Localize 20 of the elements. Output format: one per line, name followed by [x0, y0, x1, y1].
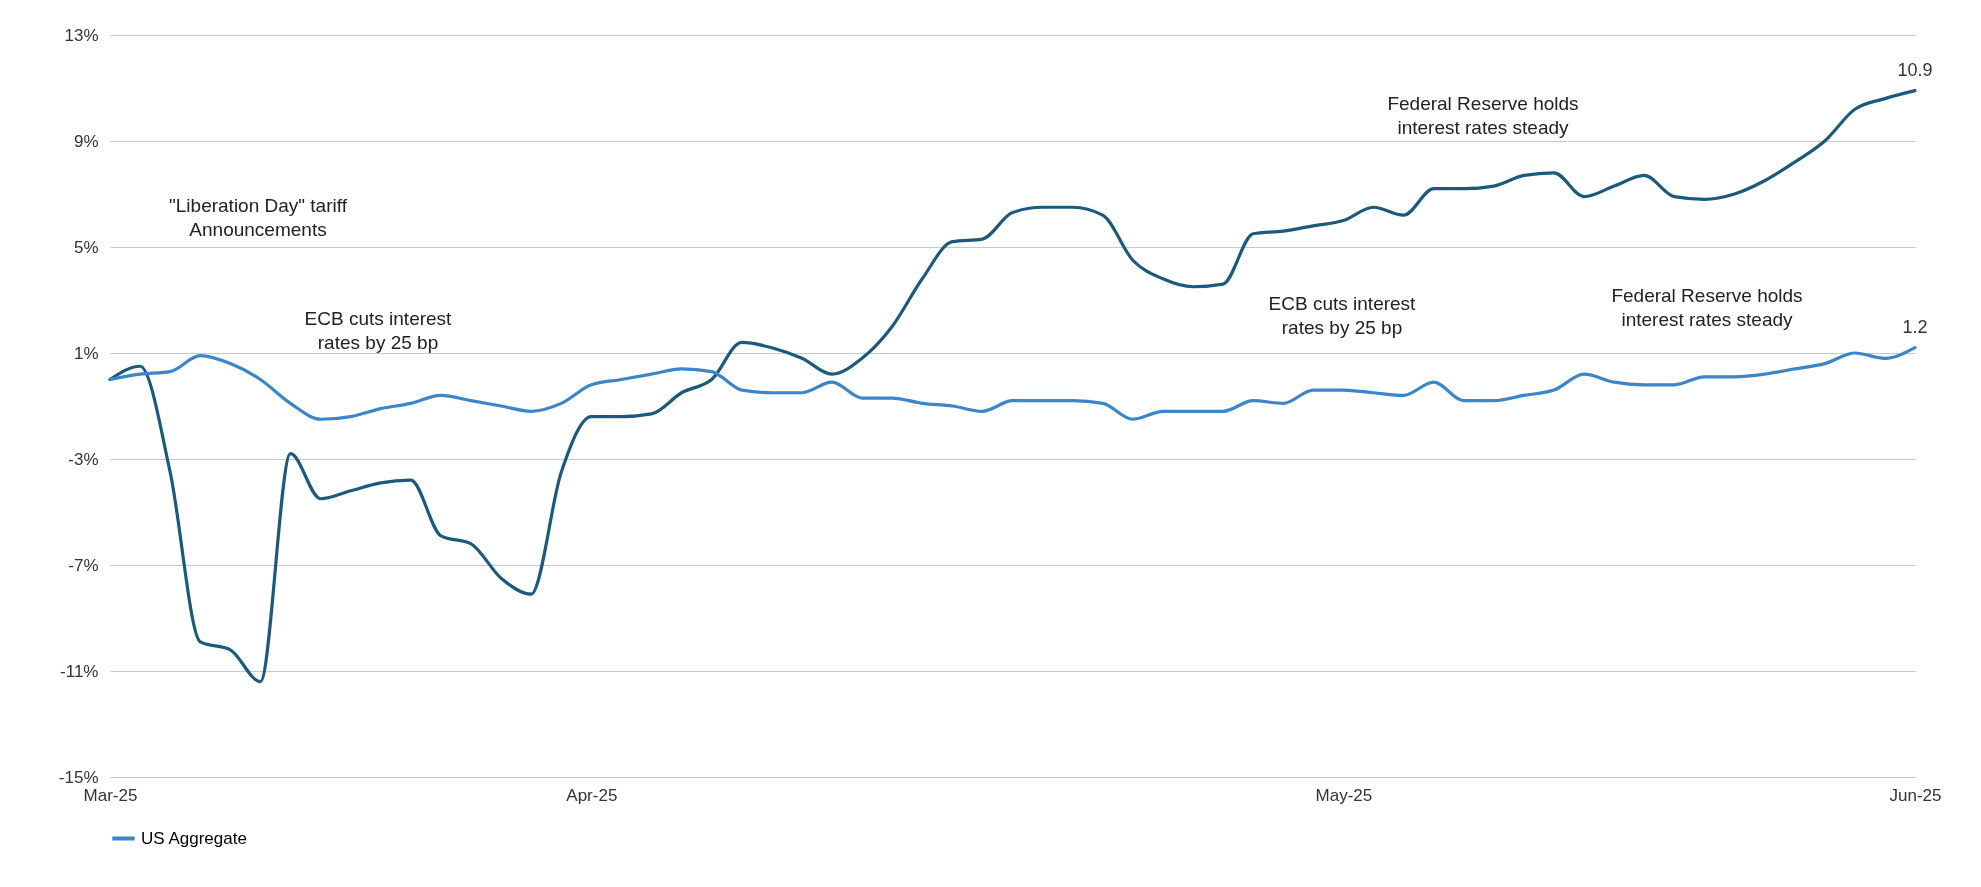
data-label: 10.9 [1897, 59, 1933, 80]
y-tick-label: 13% [64, 25, 99, 45]
x-tick-label: Jun-25 [1889, 785, 1942, 805]
y-tick-label: -15% [58, 767, 99, 787]
annotation: "Liberation Day" tariff Announcements [169, 195, 348, 240]
y-tick-label: 5% [73, 237, 99, 257]
legend-label: US Aggregate [141, 828, 247, 848]
y-tick-label: 9% [73, 131, 99, 151]
annotation: Federal Reserve holds interest rates steady [1387, 93, 1579, 138]
annotation: ECB cuts interest rates by 25 bp [1268, 293, 1417, 338]
y-tick-label: -3% [68, 449, 99, 469]
data-label: 1.2 [1902, 316, 1928, 337]
y-tick-label: -7% [68, 555, 99, 575]
x-tick-label: May-25 [1315, 785, 1373, 805]
annotation: Federal Reserve holds interest rates steady [1611, 285, 1803, 330]
x-tick-label: Mar-25 [83, 785, 138, 805]
y-tick-label: -11% [60, 661, 99, 681]
x-tick-label: Apr-25 [566, 785, 618, 805]
y-tick-label: 1% [73, 343, 99, 363]
annotation: ECB cuts interest rates by 25 bp [304, 308, 453, 353]
